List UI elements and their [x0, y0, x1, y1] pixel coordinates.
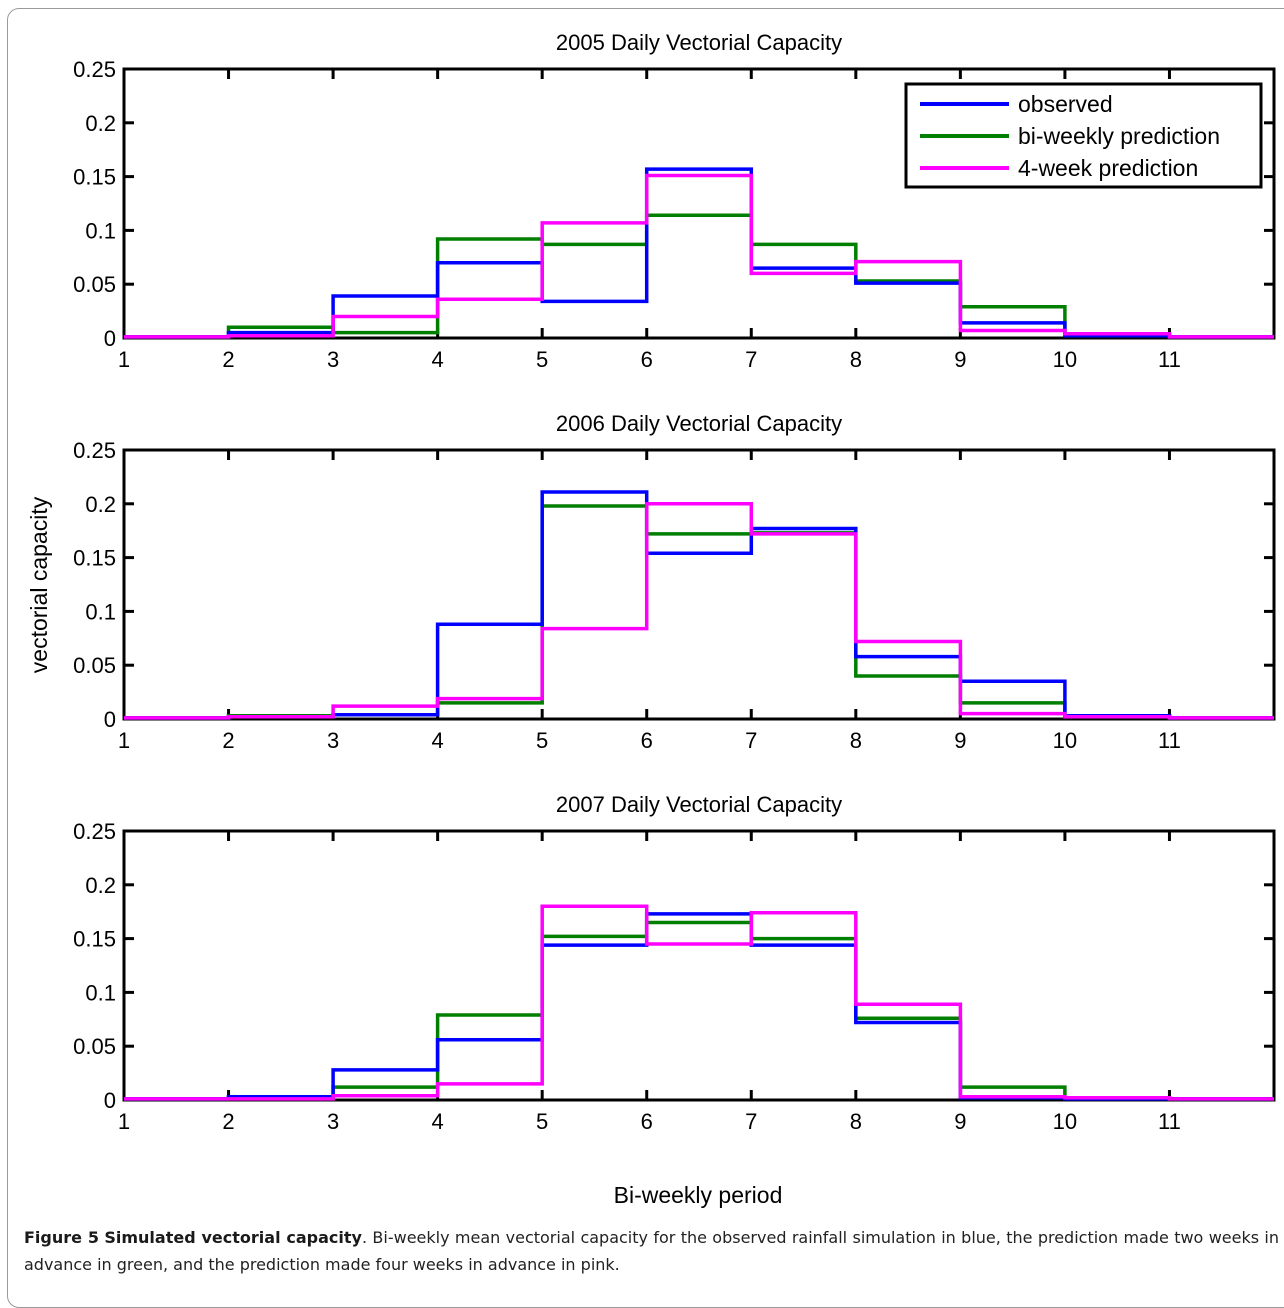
- x-tick-label: 4: [432, 347, 444, 372]
- y-tick-label: 0.05: [73, 653, 116, 678]
- plot-area-frame: [122, 829, 1276, 1102]
- x-tick-label: 9: [954, 1109, 966, 1134]
- chart-panel-3: 2007 Daily Vectorial Capacity 1 2 3 4 5 6 7 8 9 10…: [73, 792, 1276, 1134]
- x-axis-label: Bi-weekly period: [614, 1182, 783, 1208]
- chart-title: 2006 Daily Vectorial Capacity: [556, 411, 842, 436]
- legend-label: bi-weekly prediction: [1018, 123, 1220, 149]
- x-tick-label: 10: [1053, 347, 1077, 372]
- series-line-4-week-prediction: [124, 904, 1274, 1101]
- y-tick-label: 0.1: [85, 980, 116, 1005]
- x-tick-label: 9: [954, 728, 966, 753]
- x-tick-label: 3: [327, 728, 339, 753]
- chart-legend: observed bi-weekly prediction 4-week predi…: [904, 82, 1263, 189]
- x-tick-label: 6: [641, 347, 653, 372]
- x-tick-label: 7: [745, 728, 757, 753]
- y-tick-label: 0.25: [73, 438, 116, 463]
- x-tick-label: 7: [745, 1109, 757, 1134]
- caption-title: Simulated vectorial capacity: [104, 1228, 362, 1247]
- y-tick-label: 0.1: [85, 218, 116, 243]
- x-tick-label: 2: [222, 728, 234, 753]
- legend-label: observed: [1018, 91, 1113, 117]
- x-tick-label: 3: [327, 347, 339, 372]
- y-axis-label: vectorial capacity: [26, 496, 52, 673]
- series-line-4-week-prediction: [124, 173, 1274, 339]
- series-line-bi-weekly-prediction: [124, 920, 1274, 1101]
- plot-area-frame: [122, 67, 1276, 340]
- y-tick-label: 0: [104, 707, 116, 732]
- x-tick-label: 1: [118, 1109, 130, 1134]
- x-tick-label: 10: [1053, 1109, 1077, 1134]
- series-line-bi-weekly-prediction: [124, 213, 1274, 339]
- figure-caption: Figure 5 Simulated vectorial capacity. B…: [24, 1224, 1279, 1278]
- x-tick-label: 11: [1158, 1109, 1181, 1134]
- chart-panel-2: 2006 Daily Vectorial Capacity 1 2 3 4 5 6 7 8 9 10…: [73, 411, 1276, 753]
- y-tick-label: 0.05: [73, 1034, 116, 1059]
- x-tick-label: 7: [745, 347, 757, 372]
- x-tick-label: 2: [222, 347, 234, 372]
- x-tick-label: 8: [850, 1109, 862, 1134]
- y-tick-label: 0.15: [73, 927, 116, 952]
- chart-title: 2007 Daily Vectorial Capacity: [556, 792, 842, 817]
- x-tick-label: 10: [1053, 728, 1077, 753]
- x-tick-label: 5: [536, 1109, 548, 1134]
- x-tick-label: 4: [432, 728, 444, 753]
- x-tick-label: 11: [1158, 347, 1181, 372]
- y-tick-label: 0: [104, 326, 116, 351]
- x-tick-label: 1: [118, 347, 130, 372]
- y-tick-label: 0.2: [85, 873, 116, 898]
- y-tick-label: 0.25: [73, 57, 116, 82]
- chart-panel-1: 2005 Daily Vectorial Capacity 1 2 3 4 5 6 7 8 9 10…: [73, 30, 1276, 372]
- y-tick-label: 0: [104, 1088, 116, 1113]
- y-tick-label: 0.1: [85, 599, 116, 624]
- x-tick-label: 1: [118, 728, 130, 753]
- x-tick-label: 3: [327, 1109, 339, 1134]
- y-tick-label: 0.15: [73, 165, 116, 190]
- y-tick-label: 0.2: [85, 111, 116, 136]
- plot-area-frame: [122, 448, 1276, 721]
- series-line-observed: [124, 490, 1274, 720]
- series-line-observed: [124, 912, 1274, 1101]
- chart-title: 2005 Daily Vectorial Capacity: [556, 30, 842, 55]
- x-tick-label: 9: [954, 347, 966, 372]
- x-tick-label: 2: [222, 1109, 234, 1134]
- series-line-4-week-prediction: [124, 502, 1274, 720]
- x-tick-label: 5: [536, 347, 548, 372]
- y-tick-label: 0.25: [73, 819, 116, 844]
- x-tick-label: 6: [641, 1109, 653, 1134]
- x-tick-label: 5: [536, 728, 548, 753]
- y-tick-label: 0.2: [85, 492, 116, 517]
- y-tick-label: 0.05: [73, 272, 116, 297]
- series-line-bi-weekly-prediction: [124, 504, 1274, 720]
- x-tick-label: 8: [850, 347, 862, 372]
- x-tick-label: 4: [432, 1109, 444, 1134]
- caption-text: . Bi-weekly mean vectorial capacity for …: [24, 1228, 1280, 1274]
- x-tick-label: 11: [1158, 728, 1181, 753]
- y-tick-label: 0.15: [73, 546, 116, 571]
- x-tick-label: 6: [641, 728, 653, 753]
- x-tick-label: 8: [850, 728, 862, 753]
- figure-label: Figure 5: [24, 1228, 99, 1247]
- series-line-observed: [124, 167, 1274, 339]
- legend-label: 4-week prediction: [1018, 155, 1198, 181]
